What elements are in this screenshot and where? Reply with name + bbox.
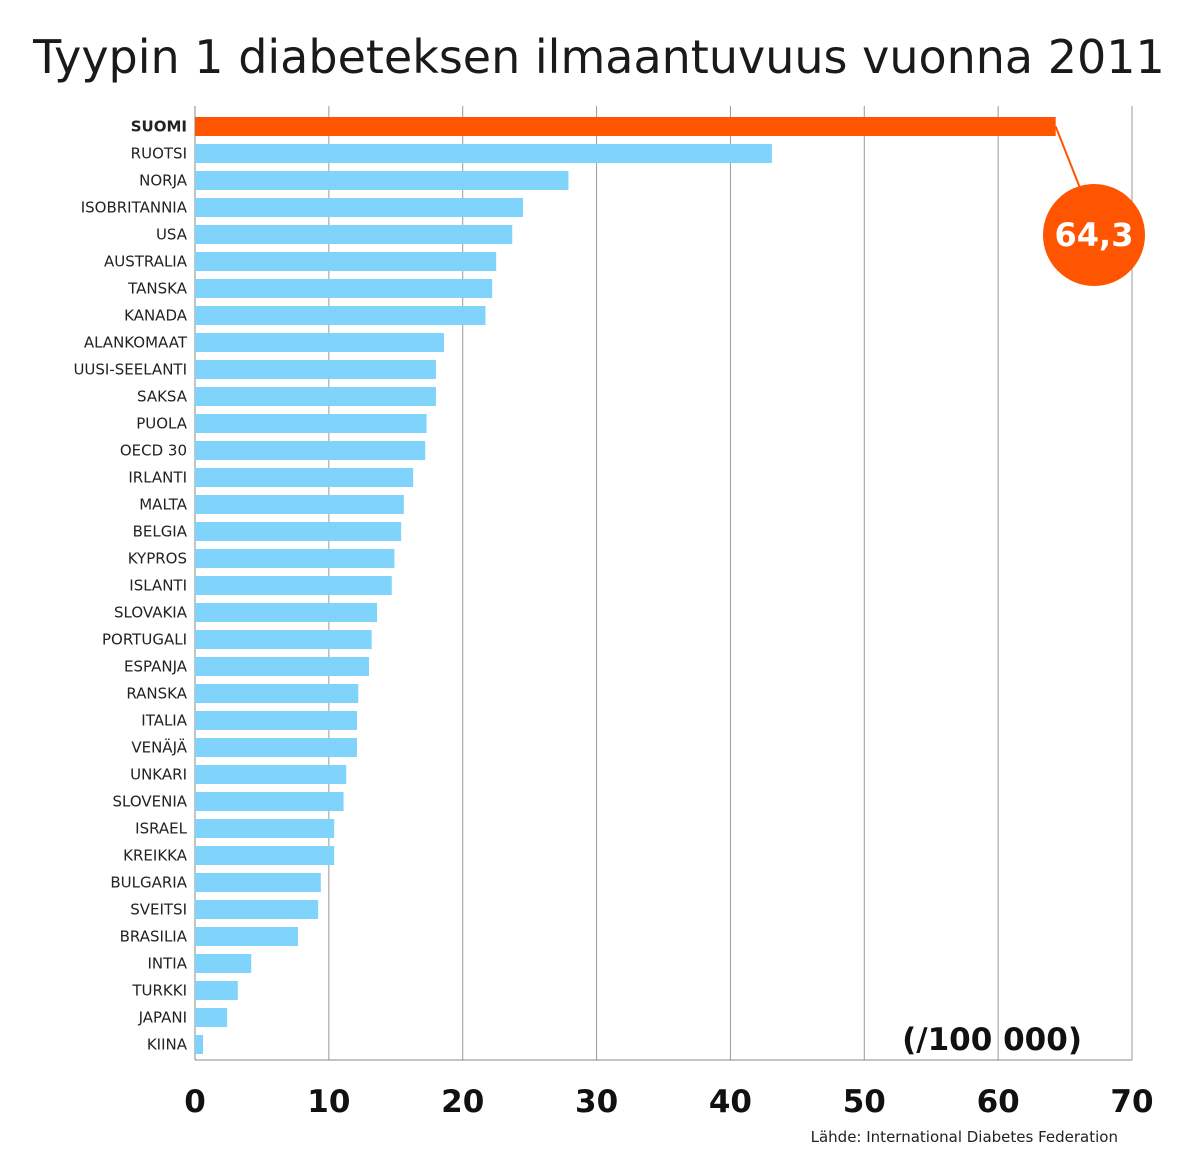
category-label: SLOVAKIA bbox=[114, 604, 188, 622]
category-label: NORJA bbox=[139, 172, 188, 190]
category-label: INTIA bbox=[148, 955, 188, 973]
bar-slovakia bbox=[195, 603, 378, 622]
category-label: KREIKKA bbox=[123, 847, 188, 865]
callout-leader-line bbox=[1054, 126, 1081, 189]
bar-israel bbox=[195, 819, 335, 838]
category-label: IRLANTI bbox=[128, 469, 187, 487]
x-tick-label: 0 bbox=[184, 1084, 206, 1120]
bar-islanti bbox=[195, 576, 392, 595]
category-label: KYPROS bbox=[128, 550, 187, 568]
x-tick-label: 40 bbox=[709, 1084, 752, 1120]
category-label: JAPANI bbox=[138, 1009, 187, 1027]
callout-value-label: 64,3 bbox=[1055, 216, 1134, 254]
bar-sveitsi bbox=[195, 900, 319, 919]
bar-kypros bbox=[195, 549, 395, 568]
x-tick-label: 30 bbox=[575, 1084, 618, 1120]
bars bbox=[195, 117, 1056, 1054]
bar-suomi bbox=[195, 117, 1056, 136]
bar-intia bbox=[195, 954, 252, 973]
category-label: MALTA bbox=[139, 496, 187, 514]
bar-tanska bbox=[195, 279, 493, 298]
x-tick-label: 10 bbox=[307, 1084, 350, 1120]
category-label: TURKKI bbox=[131, 982, 187, 1000]
bar-ranska bbox=[195, 684, 359, 703]
bar-venäjä bbox=[195, 738, 357, 757]
category-label: ISOBRITANNIA bbox=[81, 199, 188, 217]
bar-kanada bbox=[195, 306, 486, 325]
x-tick-label: 20 bbox=[441, 1084, 484, 1120]
source-note: Lähde: International Diabetes Federation bbox=[811, 1128, 1118, 1146]
bar-brasilia bbox=[195, 927, 299, 946]
bar-norja bbox=[195, 171, 569, 190]
bar-saksa bbox=[195, 387, 436, 406]
category-label: OECD 30 bbox=[120, 442, 187, 460]
category-label: BULGARIA bbox=[110, 874, 187, 892]
category-label: BELGIA bbox=[133, 523, 188, 541]
bar-irlanti bbox=[195, 468, 414, 487]
bar-australia bbox=[195, 252, 497, 271]
category-label: KIINA bbox=[147, 1036, 188, 1054]
callout-circle bbox=[1043, 184, 1145, 286]
category-label: SUOMI bbox=[131, 118, 187, 136]
category-label: SAKSA bbox=[137, 388, 188, 406]
category-label: ALANKOMAAT bbox=[84, 334, 188, 352]
bar-belgia bbox=[195, 522, 402, 541]
category-label: SLOVENIA bbox=[112, 793, 187, 811]
category-label: BRASILIA bbox=[120, 928, 188, 946]
category-label: RUOTSI bbox=[131, 145, 187, 163]
category-label: UUSI-SEELANTI bbox=[73, 361, 187, 379]
bar-kiina bbox=[195, 1035, 204, 1054]
category-label: UNKARI bbox=[130, 766, 187, 784]
bar-ruotsi bbox=[195, 144, 772, 163]
category-label: ITALIA bbox=[141, 712, 187, 730]
x-tick-label: 60 bbox=[977, 1084, 1020, 1120]
x-tick-label: 70 bbox=[1110, 1084, 1153, 1120]
value-callout: 64,3 bbox=[1043, 126, 1145, 286]
chart-title: Tyypin 1 diabeteksen ilmaantuvuus vuonna… bbox=[33, 30, 1165, 84]
bar-malta bbox=[195, 495, 404, 514]
category-label: ISLANTI bbox=[129, 577, 187, 595]
bar-japani bbox=[195, 1008, 228, 1027]
bar-espanja bbox=[195, 657, 370, 676]
x-tick-label: 50 bbox=[843, 1084, 886, 1120]
category-label: USA bbox=[156, 226, 188, 244]
category-label: AUSTRALIA bbox=[104, 253, 188, 271]
bar-portugali bbox=[195, 630, 372, 649]
bar-oecd-30 bbox=[195, 441, 426, 460]
bar-turkki bbox=[195, 981, 238, 1000]
category-label: ISRAEL bbox=[135, 820, 187, 838]
bar-kreikka bbox=[195, 846, 335, 865]
category-label: PORTUGALI bbox=[102, 631, 187, 649]
category-label: TANSKA bbox=[127, 280, 188, 298]
bar-usa bbox=[195, 225, 513, 244]
bar-uusi-seelanti bbox=[195, 360, 436, 379]
x-axis: 0 10 20 30 40 50 60 70 bbox=[184, 1084, 1153, 1120]
bar-alankomaat bbox=[195, 333, 444, 352]
category-label: KANADA bbox=[124, 307, 188, 325]
bar-isobritannia bbox=[195, 198, 523, 217]
category-label: VENÄJÄ bbox=[131, 738, 187, 757]
category-labels: SUOMI RUOTSI NORJA ISOBRITANNIA USA AUSTRALIA… bbox=[73, 118, 187, 1054]
bar-slovenia bbox=[195, 792, 344, 811]
bar-bulgaria bbox=[195, 873, 321, 892]
bar-unkari bbox=[195, 765, 347, 784]
bar-italia bbox=[195, 711, 357, 730]
bar-puola bbox=[195, 414, 427, 433]
category-label: RANSKA bbox=[126, 685, 187, 703]
unit-label: (/100 000) bbox=[902, 1022, 1082, 1058]
category-label: PUOLA bbox=[136, 415, 188, 433]
category-label: SVEITSI bbox=[130, 901, 187, 919]
category-label: ESPANJA bbox=[124, 658, 188, 676]
